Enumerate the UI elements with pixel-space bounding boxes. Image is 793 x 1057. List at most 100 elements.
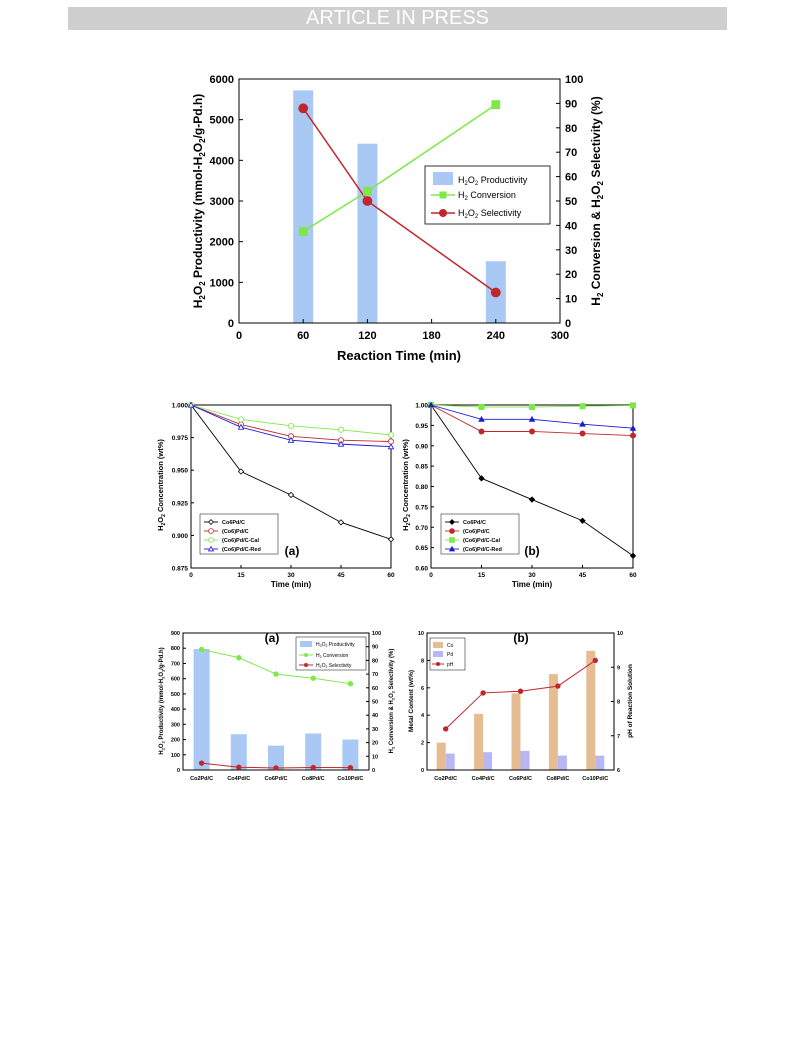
top-selectivity-point (490, 287, 501, 298)
bot-a-ytick-label-right: 80 (372, 658, 378, 664)
top-selectivity-point (298, 103, 309, 114)
mid-b-series-point-1 (478, 475, 485, 482)
top-ytick-label-left: 1000 (210, 277, 234, 289)
bot-a-bar-1 (193, 648, 210, 770)
mid-b-series-point-2 (630, 432, 637, 439)
bot-a-legend: H2O2 Productivity H2 Conversion H2O2 Sel… (295, 636, 367, 671)
bot-b-pd-bar-2 (483, 752, 493, 770)
mid-b-series-point-3 (579, 403, 586, 410)
top-ytick-label-right: 80 (565, 123, 577, 135)
bot-a-ytick-label-right: 30 (372, 727, 378, 733)
mid-b-legend-marker-4 (448, 545, 456, 552)
mid-b-legend-marker-1 (449, 519, 455, 525)
bot-b-category-label: Co2Pd/C (434, 776, 457, 782)
bot-a-selectivity-point (347, 764, 354, 771)
bot-a-ytick-label-right: 10 (372, 754, 378, 760)
top-xtick-label: 240 (487, 330, 505, 342)
bot-b-category-label: Co6Pd/C (509, 776, 532, 782)
bot-b-legend-pd: Pd (447, 652, 453, 658)
top-ytick-label-right: 90 (565, 98, 577, 110)
bot-a-panel-label: (a) (265, 631, 280, 645)
top-ytick-label-right: 30 (565, 245, 577, 257)
mid-a-xtick-label: 30 (287, 572, 295, 579)
mid-a-series-point-4 (187, 401, 195, 408)
mid-a-ytick-label: 0.900 (172, 533, 189, 540)
bot-b-ytick-label-left: 6 (421, 686, 424, 692)
bot-b-panel-label: (b) (513, 631, 528, 645)
bot-a-ytick-label-right: 50 (372, 700, 378, 706)
bot-a-conversion-point (347, 680, 354, 687)
mid-b-series-point-1 (629, 552, 637, 559)
mid-b-series-point-2 (529, 428, 536, 435)
mid-a-series-line-3 (190, 404, 392, 436)
mid-b-ylabel: H2O2 Concentration (wt%) (401, 439, 412, 531)
mid-a-xtick-label: 60 (387, 572, 395, 579)
svg-text:H2 Conversion: H2 Conversion (458, 190, 516, 202)
mid-a-series-point-1 (337, 519, 345, 526)
bot-a-conversion-point (198, 646, 205, 653)
top-ytick-label-left: 3000 (210, 196, 234, 208)
bot-a-ytick-label-right: 20 (372, 741, 378, 747)
bot-b-category-label: Co8Pd/C (546, 776, 569, 782)
mid-b-ytick-label: 0.90 (415, 443, 428, 450)
top-ytick-label-right: 0 (565, 318, 571, 330)
legend-bar-swatch (433, 172, 453, 185)
bot-b-category-label: Co4Pd/C (472, 776, 495, 782)
bot-b-ylabel-left: Metal Content (wt%) (408, 670, 415, 732)
bot-b-ytick-label-left: 4 (421, 713, 425, 719)
top-ytick-label-left: 6000 (210, 74, 234, 86)
mid-a-series-point-3 (387, 431, 394, 438)
bot-b-co-bar-5 (586, 650, 596, 770)
top-bar-120 (357, 143, 378, 323)
mid-a-ytick-label: 0.975 (172, 435, 189, 442)
mid-b-legend-1: Co6Pd/C (463, 520, 486, 526)
bot-b-ytick-label-left: 0 (421, 768, 424, 774)
svg-text:H2O2 Selectivity: H2O2 Selectivity (458, 208, 522, 220)
mid-a-series-point-1 (387, 536, 395, 543)
mid-a-xlabel: Time (min) (271, 580, 312, 589)
mid-b-ytick-label: 0.85 (415, 464, 428, 471)
bot-b-legend-co: Co (447, 643, 454, 649)
bot-b-ytick-label-left: 8 (421, 658, 424, 664)
bot-b-legend-ph: pH (447, 662, 454, 668)
mid-b-series-point-4 (478, 415, 485, 422)
mid-b-series-point-3 (478, 404, 485, 411)
mid-a-series-point-3 (237, 416, 244, 423)
svg-text:H2O2 Productivity: H2O2 Productivity (316, 642, 355, 648)
mid-a-series-point-1 (237, 468, 245, 475)
bot-a-ytick-label-right: 70 (372, 672, 378, 678)
svg-text:H2 Conversion: H2 Conversion (316, 653, 348, 659)
mid-a-series-point-4 (287, 436, 295, 443)
mid-b-legend: Co6Pd/C (Co6)Pd/C (Co6)Pd/C-Cal (Co6)Pd/… (463, 520, 502, 553)
top-conversion-point (298, 227, 308, 236)
bot-a-category-label: Co6Pd/C (265, 776, 288, 782)
mid-b-series-point-1 (528, 496, 536, 503)
bot-b-ph-point (555, 683, 561, 689)
bot-b-pd-bar-5 (595, 755, 605, 770)
mid-a-series-point-4 (337, 440, 345, 447)
mid-b-xtick-label: 45 (579, 572, 587, 579)
bot-a-category-label: Co8Pd/C (302, 776, 325, 782)
mid-a-series-point-3 (337, 426, 344, 433)
mid-b-xtick-label: 0 (429, 572, 433, 579)
bot-a-ytick-label-right: 0 (372, 768, 375, 774)
mid-b-series-line-1 (430, 404, 634, 557)
mid-b-series-point-4 (579, 420, 586, 427)
bot-a-ytick-label-left: 400 (171, 707, 180, 713)
mid-b-series-point-3 (529, 404, 536, 411)
bot-b-ytick-label-right: 7 (617, 734, 620, 740)
mid-b-series-point-2 (478, 428, 485, 435)
mid-b-ytick-label: 0.70 (415, 525, 428, 532)
bot-a-bar-5 (342, 739, 359, 770)
mid-a-legend-marker-3 (208, 537, 214, 543)
mid-b-series-point-4 (629, 424, 637, 431)
bot-b-pd-bar-1 (445, 753, 455, 770)
mid-b-ytick-label: 0.75 (415, 504, 428, 511)
mid-a-legend-marker-1 (208, 519, 214, 525)
bot-b-ytick-label-left: 2 (421, 741, 424, 747)
top-xtick-label: 120 (358, 330, 376, 342)
bot-b-ph-point (517, 688, 524, 694)
top-ylabel-left: H2O2 Productivity (mmol-H2O2/g-Pd.h) (191, 94, 207, 309)
mid-b-legend-marker-3 (449, 537, 455, 543)
mid-a-legend: Co6Pd/C (Co6)Pd/C (Co6)Pd/C-Cal (Co6)Pd/… (222, 520, 261, 553)
